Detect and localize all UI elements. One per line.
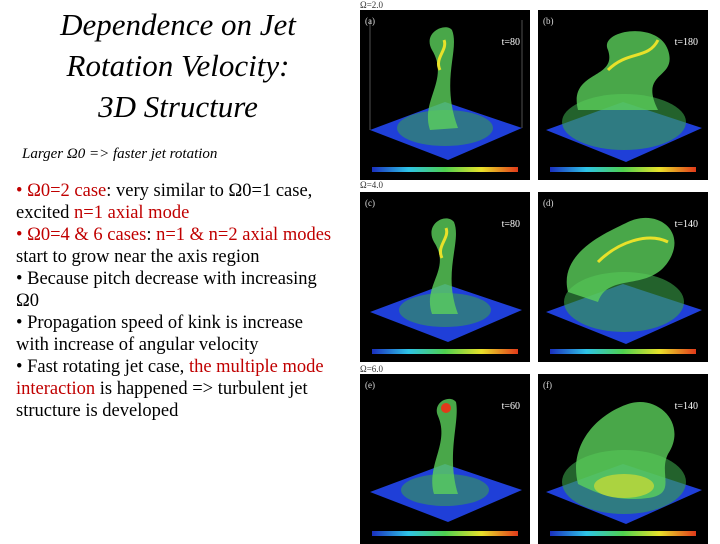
panel-time-b: t=180 — [674, 37, 698, 48]
slide-subtitle: Larger Ω0 => faster jet rotation — [22, 146, 218, 162]
colorbar-d — [550, 349, 696, 354]
panel-c: (c) t=80 — [360, 192, 530, 362]
panel-time-e: t=60 — [501, 401, 520, 412]
bullet-text: n=1 axial mode — [74, 203, 190, 223]
title-line-1: Dependence on Jet — [60, 7, 296, 42]
jet-plot-e — [370, 398, 522, 522]
panel-d: (d) t=140 — [538, 192, 708, 362]
jet-plot-b — [546, 31, 702, 162]
bullet-text: • Ω0=2 case — [16, 181, 107, 201]
bullet-text: start to grow near the axis region — [16, 247, 260, 267]
slide-title: Dependence on Jet Rotation Velocity: 3D … — [18, 4, 338, 127]
bullet-list: • Ω0=2 case: very similar to Ω0=1 case, … — [16, 180, 338, 422]
bullet-text: : — [146, 225, 157, 245]
colorbar-a — [372, 167, 518, 172]
panel-tag-b: (b) — [543, 16, 554, 26]
panel-tag-e: (e) — [365, 380, 375, 390]
bullet-item: • Because pitch decrease with increasing… — [16, 268, 338, 312]
panel-time-d: t=140 — [674, 219, 698, 230]
panel-time-f: t=140 — [674, 401, 698, 412]
jet-plot-a — [369, 20, 523, 160]
bullet-text: is happened => turbulent jet structure i… — [16, 379, 308, 421]
bullet-item: • Ω0=4 & 6 cases: n=1 & n=2 axial modes … — [16, 224, 338, 268]
panel-e: (e) t=60 — [360, 374, 530, 544]
omega-label-row-1: Ω=2.0 — [360, 0, 384, 10]
title-line-3: 3D Structure — [98, 89, 258, 124]
colorbar-c — [372, 349, 518, 354]
simulation-figure: Ω=2.0 Ω=4.0 Ω=6.0 (a) t=80 (b) t=180 — [358, 0, 720, 544]
bullet-item: • Fast rotating jet case, the multiple m… — [16, 356, 338, 422]
omega-label-row-3: Ω=6.0 — [360, 364, 384, 374]
jet-plot-d — [546, 217, 702, 344]
bullet-text: • Fast rotating jet case, — [16, 357, 189, 377]
colorbar-e — [372, 531, 518, 536]
bullet-text: • Propagation speed of kink is increase … — [16, 313, 303, 355]
panel-tag-a: (a) — [365, 16, 375, 26]
title-line-2: Rotation Velocity: — [66, 48, 290, 83]
bullet-text: • Ω0=4 & 6 cases — [16, 225, 147, 245]
panel-a: (a) t=80 — [360, 10, 530, 180]
bullet-item: • Ω0=2 case: very similar to Ω0=1 case, … — [16, 180, 338, 224]
bullet-text: • Because pitch decrease with increasing… — [16, 269, 317, 311]
colorbar-f — [550, 531, 696, 536]
jet-plot-c — [370, 218, 522, 342]
omega-label-row-2: Ω=4.0 — [360, 180, 384, 190]
panel-time-a: t=80 — [501, 37, 520, 48]
panel-b: (b) t=180 — [538, 10, 708, 180]
bullet-text: n=1 & n=2 axial modes — [156, 225, 332, 245]
panel-tag-c: (c) — [365, 198, 375, 208]
bullet-text: : very similar to Ω0=1 case, excited — [16, 181, 313, 223]
panel-tag-d: (d) — [543, 198, 554, 208]
colorbar-b — [550, 167, 696, 172]
bullet-item: • Propagation speed of kink is increase … — [16, 312, 338, 356]
panel-time-c: t=80 — [501, 219, 520, 230]
jet-plot-f — [546, 402, 702, 524]
panel-f: (f) t=140 — [538, 374, 708, 544]
panel-tag-f: (f) — [543, 380, 552, 390]
bullet-text: the multiple mode interaction — [16, 357, 324, 399]
